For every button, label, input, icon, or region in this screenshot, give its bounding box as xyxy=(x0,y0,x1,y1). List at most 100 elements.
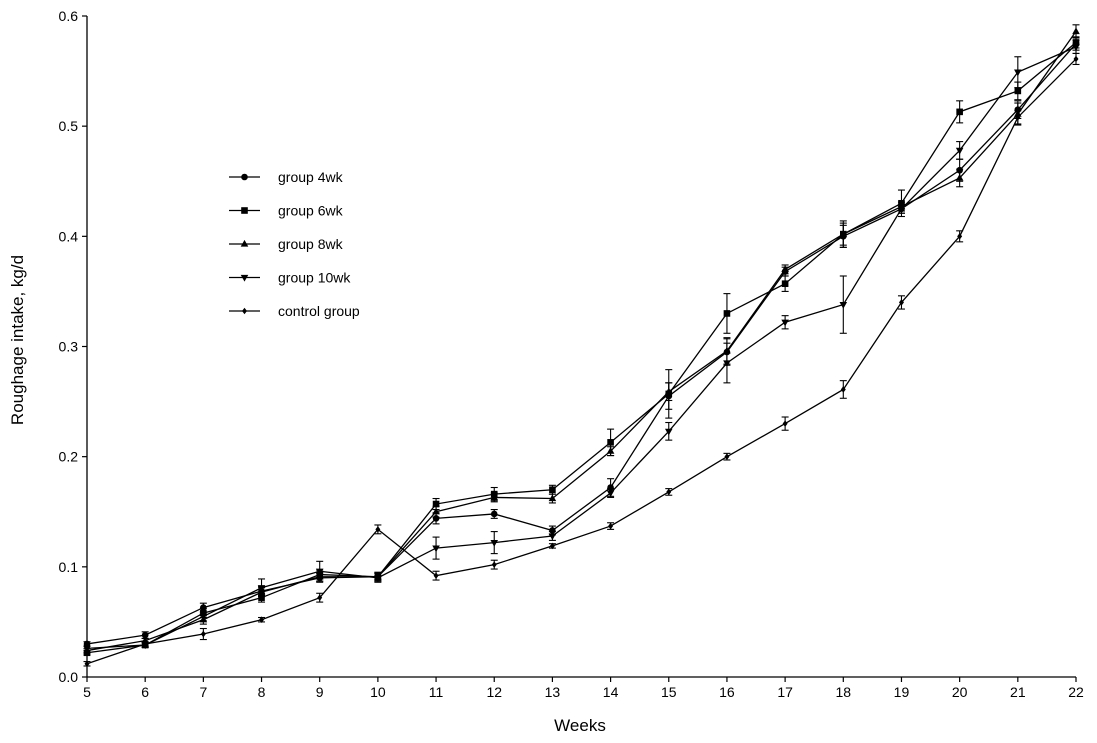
series-group-6wk xyxy=(83,36,1080,657)
legend-marker xyxy=(242,307,247,315)
data-point xyxy=(317,594,323,601)
x-tick-label: 11 xyxy=(429,684,444,700)
legend-label: group 4wk xyxy=(278,169,344,185)
series-line xyxy=(86,43,1077,645)
data-point xyxy=(84,660,90,668)
data-point xyxy=(258,594,265,601)
x-tick-label: 5 xyxy=(83,684,91,700)
x-tick-label: 10 xyxy=(370,684,386,700)
data-point xyxy=(433,572,439,579)
data-point xyxy=(1072,27,1080,35)
data-point xyxy=(257,585,266,592)
x-tick-label: 9 xyxy=(316,684,324,700)
y-tick-label: 0.4 xyxy=(59,228,79,244)
x-tick-label: 8 xyxy=(258,684,266,700)
data-point xyxy=(957,233,963,240)
series-control-group xyxy=(83,52,1080,668)
data-point xyxy=(839,301,848,309)
data-point xyxy=(664,387,673,395)
x-tick-label: 12 xyxy=(486,684,502,700)
x-tick-label: 19 xyxy=(894,684,910,700)
series-group-4wk xyxy=(83,36,1080,648)
legend-marker xyxy=(240,274,249,282)
series-line xyxy=(86,58,1077,665)
y-tick-label: 0.6 xyxy=(59,8,79,24)
data-point xyxy=(606,447,615,454)
series-group-10wk xyxy=(83,39,1080,653)
x-tick-label: 7 xyxy=(199,684,207,700)
data-point xyxy=(375,526,381,533)
data-point xyxy=(782,420,788,427)
data-point xyxy=(548,494,557,502)
y-tick-label: 0.1 xyxy=(59,559,79,575)
series-group-8wk xyxy=(83,24,1080,654)
data-point xyxy=(200,630,206,638)
legend-label: group 10wk xyxy=(278,270,351,286)
x-tick-label: 20 xyxy=(952,684,968,700)
data-point xyxy=(956,108,963,116)
data-point xyxy=(490,493,499,501)
x-tick-label: 21 xyxy=(1010,684,1026,700)
legend: group 4wk group 6wk group 8wk group 10wk con… xyxy=(229,169,360,319)
data-point xyxy=(259,616,265,624)
series-line xyxy=(86,31,1077,652)
data-point xyxy=(724,453,730,460)
tick-labels: 0.0 0.1 0.2 0.3 0.4 0.5 0.6 5 6 7 8 9 10 11 12 13 14 15 16… xyxy=(59,8,1084,700)
data-point xyxy=(606,490,615,498)
data-point xyxy=(548,533,557,541)
data-point xyxy=(839,230,848,237)
data-point xyxy=(955,147,964,155)
legend-marker xyxy=(241,207,248,214)
data-point xyxy=(141,631,149,639)
data-point xyxy=(1014,87,1022,95)
y-tick-label: 0.5 xyxy=(59,118,79,134)
data-point xyxy=(83,640,91,648)
data-point xyxy=(315,568,324,576)
legend-marker xyxy=(240,239,249,247)
data-point xyxy=(549,486,556,494)
x-tick-label: 14 xyxy=(603,684,619,700)
legend-item: group 4wk xyxy=(229,169,344,185)
data-point xyxy=(607,439,614,446)
y-tick-label: 0.3 xyxy=(59,339,79,355)
data-point xyxy=(491,561,497,568)
x-axis-title: Weeks xyxy=(554,716,606,735)
data-point xyxy=(1015,114,1021,121)
legend-label: group 6wk xyxy=(278,203,344,219)
legend-item: group 8wk xyxy=(229,236,344,252)
x-tick-label: 18 xyxy=(836,684,852,700)
x-tick-label: 13 xyxy=(545,684,561,700)
data-point xyxy=(664,428,673,436)
data-point xyxy=(781,265,789,273)
data-point xyxy=(955,173,964,181)
data-point xyxy=(897,206,906,213)
data-point xyxy=(723,360,731,368)
axes xyxy=(82,15,1077,682)
series-layer xyxy=(83,24,1080,668)
data-point xyxy=(199,613,208,621)
legend-marker xyxy=(241,173,248,181)
data-point xyxy=(490,539,499,547)
x-tick-label: 6 xyxy=(141,684,149,700)
x-tick-label: 22 xyxy=(1068,684,1084,700)
data-point xyxy=(608,522,614,530)
legend-label: control group xyxy=(278,303,360,319)
y-tick-label: 0.2 xyxy=(59,449,79,465)
legend-item: control group xyxy=(229,303,360,319)
data-point xyxy=(840,386,846,393)
data-point xyxy=(1072,44,1080,51)
data-point xyxy=(432,500,440,508)
y-axis-title: Roughage intake, kg/d xyxy=(8,255,27,425)
legend-item: group 10wk xyxy=(229,270,351,286)
data-point xyxy=(898,299,904,306)
data-point xyxy=(432,507,440,515)
data-point xyxy=(83,645,91,653)
data-point xyxy=(549,542,555,550)
y-tick-label: 0.0 xyxy=(59,669,79,685)
data-point xyxy=(1014,69,1022,77)
x-tick-label: 16 xyxy=(719,684,735,700)
data-point xyxy=(781,319,789,327)
x-tick-label: 15 xyxy=(661,684,677,700)
series-line xyxy=(86,46,1077,650)
